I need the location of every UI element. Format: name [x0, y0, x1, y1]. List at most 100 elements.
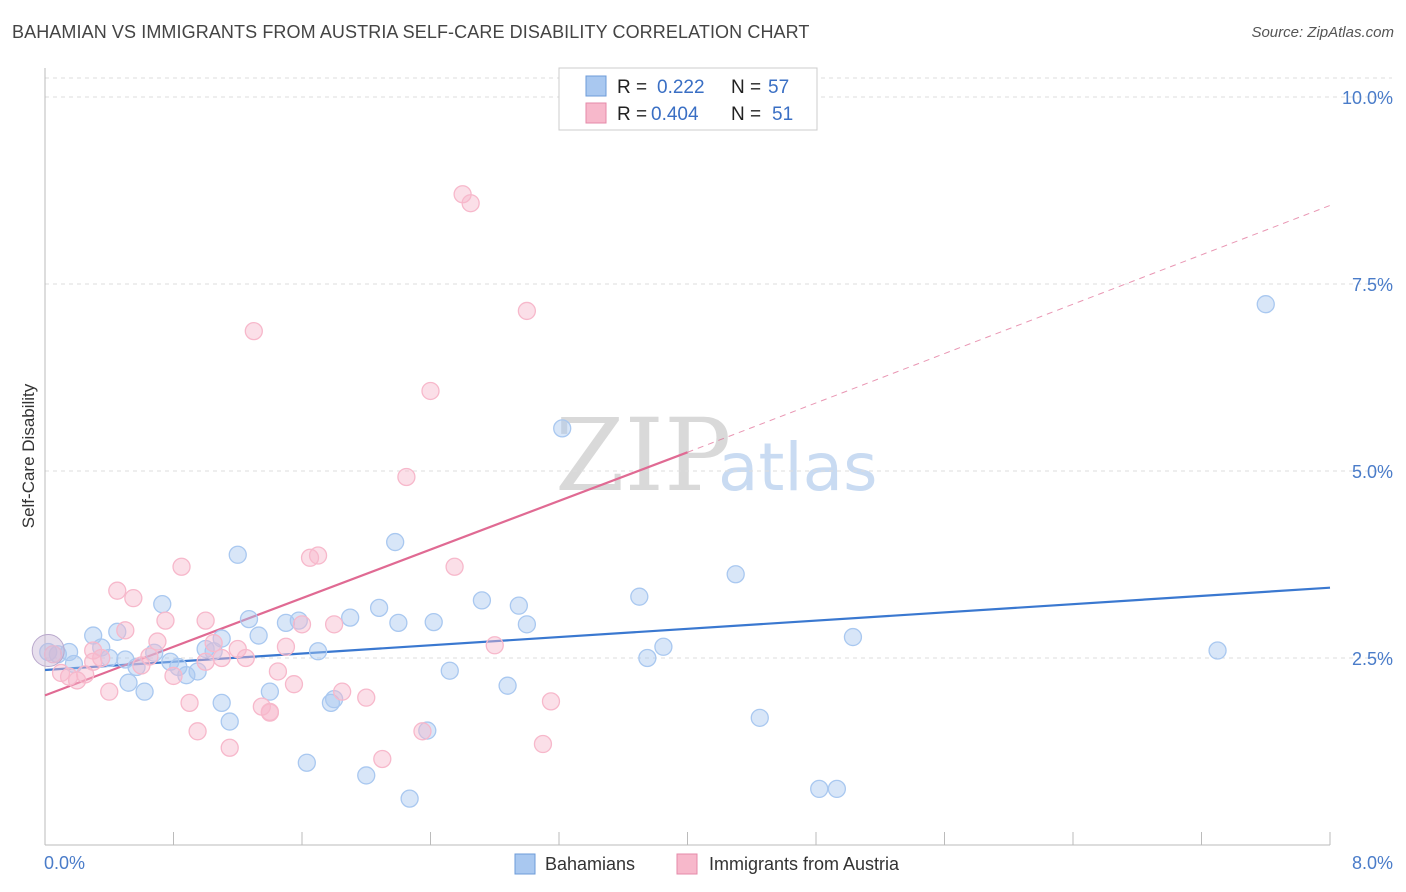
- point-cluster: [31, 634, 65, 668]
- legend-n-label-1: N =: [731, 77, 761, 98]
- point-bahamians: [119, 673, 138, 692]
- point-bahamians: [843, 627, 863, 647]
- point-austria: [196, 611, 215, 630]
- point-austria: [413, 722, 432, 741]
- tick-labels: 2.5% 5.0% 7.5% 10.0% 0.0% 8.0%: [44, 88, 1393, 873]
- point-bahamians: [386, 532, 405, 552]
- point-bahamians: [389, 613, 408, 632]
- point-austria: [397, 467, 416, 487]
- point-bahamians: [509, 596, 528, 615]
- legend-n-value-2: 51: [772, 104, 793, 125]
- series-legend: Bahamians Immigrants from Austria: [514, 853, 900, 875]
- point-bahamians: [308, 642, 328, 661]
- watermark-zip: ZIP: [555, 397, 731, 514]
- point-austria: [517, 301, 537, 321]
- point-bahamians: [135, 682, 154, 701]
- chart-title: BAHAMIAN VS IMMIGRANTS FROM AUSTRIA SELF…: [12, 22, 810, 42]
- point-bahamians: [260, 682, 280, 701]
- point-austria: [324, 615, 344, 634]
- point-austria: [533, 734, 553, 754]
- bottom-legend-bahamians: Bahamians: [545, 854, 635, 874]
- legend-swatch-bahamians: [585, 75, 607, 97]
- point-austria: [196, 652, 215, 671]
- point-bahamians: [1256, 295, 1275, 314]
- point-bahamians: [153, 594, 172, 614]
- point-bahamians: [1208, 641, 1227, 660]
- axes: [44, 68, 1331, 846]
- point-bahamians: [498, 676, 517, 695]
- point-austria: [292, 615, 312, 634]
- point-austria: [164, 666, 183, 686]
- point-austria: [180, 693, 199, 713]
- point-austria: [188, 722, 207, 741]
- point-bahamians: [630, 587, 649, 606]
- point-bahamians: [369, 598, 389, 618]
- point-austria: [421, 381, 440, 401]
- point-bahamians: [553, 419, 572, 438]
- point-austria: [357, 688, 376, 707]
- point-bahamians: [220, 712, 239, 731]
- legend-r-value-1: 0.222: [657, 77, 705, 98]
- point-bahamians: [249, 626, 268, 645]
- point-austria: [445, 557, 464, 576]
- x-tick-label-max: 8.0%: [1352, 853, 1393, 873]
- bottom-legend-austria: Immigrants from Austria: [709, 854, 900, 874]
- legend-r-label-2: R =: [617, 104, 647, 125]
- point-bahamians: [297, 753, 316, 772]
- point-bahamians: [116, 650, 135, 669]
- point-bahamians: [750, 708, 769, 727]
- point-austria: [373, 749, 392, 769]
- point-bahamians: [654, 637, 673, 656]
- point-austria: [148, 632, 167, 651]
- point-austria: [43, 645, 63, 664]
- point-austria: [541, 692, 561, 711]
- point-austria: [276, 637, 296, 656]
- y-tick-label: 2.5%: [1352, 649, 1393, 669]
- point-bahamians: [638, 648, 657, 668]
- legend-r-value-2: 0.404: [651, 104, 699, 125]
- watermark-atlas: atlas: [718, 429, 878, 506]
- point-austria: [116, 621, 135, 640]
- point-austria: [333, 682, 352, 701]
- stats-legend: R = 0.222 N = 57 R = 0.404 N = 51: [558, 67, 818, 131]
- y-tick-label: 10.0%: [1342, 88, 1393, 108]
- point-austria: [84, 641, 103, 660]
- point-bahamians: [228, 545, 247, 564]
- data-points: [31, 185, 1275, 808]
- trend-line-bahamians: [44, 586, 1331, 672]
- point-bahamians: [400, 789, 419, 808]
- source-credit: Source: ZipAtlas.com: [1251, 24, 1394, 41]
- point-bahamians: [440, 661, 459, 680]
- trend-line-austria: [44, 451, 688, 697]
- bottom-legend-swatch-austria: [676, 853, 698, 875]
- point-austria: [156, 611, 175, 630]
- point-austria: [260, 702, 280, 722]
- point-bahamians: [212, 693, 231, 713]
- point-austria: [212, 648, 231, 668]
- y-axis-label: Self-Care Disability: [19, 383, 38, 528]
- point-bahamians: [827, 779, 847, 799]
- point-bahamians: [177, 666, 196, 685]
- point-bahamians: [810, 779, 829, 799]
- legend-r-label-1: R =: [617, 77, 647, 98]
- point-bahamians: [726, 565, 745, 584]
- y-tick-label: 7.5%: [1352, 275, 1393, 295]
- point-austria: [124, 589, 143, 608]
- y-tick-label: 5.0%: [1352, 462, 1393, 482]
- point-bahamians: [239, 609, 259, 629]
- point-austria: [461, 194, 480, 213]
- point-austria: [236, 648, 255, 668]
- point-austria: [100, 682, 119, 701]
- point-austria: [108, 581, 127, 600]
- point-bahamians: [472, 591, 492, 610]
- point-austria: [244, 321, 263, 341]
- point-bahamians: [341, 608, 360, 627]
- trend-line-extension: [687, 204, 1331, 453]
- x-tick-label-min: 0.0%: [44, 853, 85, 873]
- bottom-legend-swatch-bahamians: [514, 853, 536, 875]
- point-austria: [308, 546, 328, 565]
- gridlines: [45, 77, 1392, 659]
- point-austria: [204, 633, 223, 653]
- legend-swatch-austria: [585, 102, 607, 124]
